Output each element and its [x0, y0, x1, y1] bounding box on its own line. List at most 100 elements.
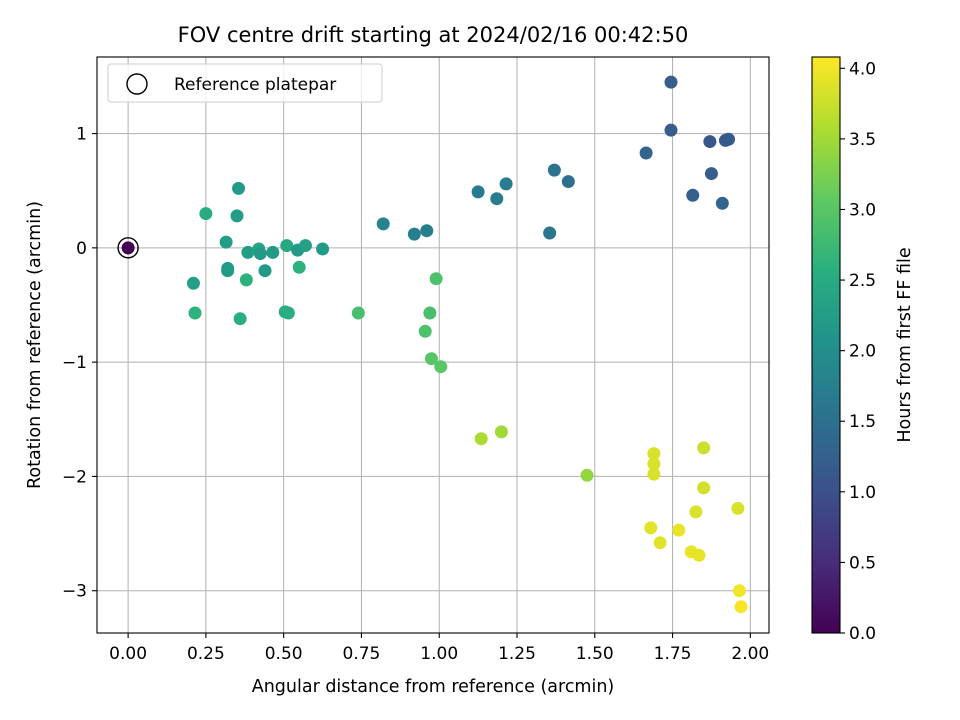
legend-box — [107, 63, 383, 103]
data-point — [734, 600, 748, 614]
y-tick-label: −3 — [62, 582, 87, 602]
data-point — [692, 548, 706, 562]
x-tick-label: 0.50 — [265, 644, 303, 664]
x-tick-label: 2.00 — [731, 644, 769, 664]
data-point — [697, 481, 711, 495]
plot-frame — [96, 56, 770, 634]
y-tick-label: 1 — [76, 125, 87, 145]
x-tick-label: 1.25 — [498, 644, 536, 664]
data-point — [543, 226, 557, 240]
x-tick-label: 0.25 — [187, 644, 225, 664]
legend: Reference platepar — [107, 63, 383, 103]
data-point — [253, 247, 267, 261]
data-point — [424, 352, 438, 366]
colorbar-tick-label: 1.5 — [849, 412, 876, 432]
grid-lines — [97, 57, 769, 633]
data-point — [316, 242, 330, 256]
data-point — [199, 207, 213, 221]
colorbar-frame — [811, 56, 841, 634]
x-axis-ticks: 0.00 0.25 0.50 0.75 1.00 1.25 1.50 1.75 2.00 — [109, 633, 769, 664]
y-tick-label: −2 — [62, 467, 87, 487]
reference-point-fill — [121, 241, 135, 255]
data-point — [653, 536, 667, 550]
colorbar-tick-label: 4.0 — [849, 59, 876, 79]
data-point — [499, 177, 513, 191]
colorbar-tick-label: 3.0 — [849, 200, 876, 220]
data-point — [697, 441, 711, 455]
data-point — [580, 468, 594, 482]
data-point — [647, 467, 661, 481]
data-point — [474, 432, 488, 446]
data-point — [280, 239, 294, 253]
reference-point-ring — [117, 237, 139, 259]
data-point — [292, 260, 306, 274]
data-point — [494, 425, 508, 439]
x-tick-label: 1.50 — [576, 644, 614, 664]
data-point — [731, 501, 745, 515]
data-point — [221, 264, 235, 278]
colorbar-tick-label: 0.5 — [849, 553, 876, 573]
data-point — [672, 523, 686, 537]
data-point — [715, 196, 729, 210]
data-points — [186, 75, 748, 614]
colorbar-gradient — [812, 57, 840, 633]
data-point — [420, 224, 434, 238]
colorbar: 0.0 0.5 1.0 1.5 2.0 2.5 3.0 3.5 4.0 Hours from f… — [811, 56, 915, 644]
data-point — [423, 306, 437, 320]
data-point — [732, 584, 746, 598]
data-point — [434, 360, 448, 374]
data-point — [230, 209, 244, 223]
data-point — [647, 457, 661, 471]
data-point — [703, 135, 717, 149]
data-point — [647, 447, 661, 461]
data-point — [490, 192, 504, 206]
data-point — [686, 188, 700, 202]
data-point — [298, 239, 312, 253]
data-point — [241, 245, 255, 259]
data-point — [281, 306, 295, 320]
colorbar-label: Hours from first FF file — [895, 247, 915, 442]
data-point — [418, 324, 432, 338]
data-point — [689, 505, 703, 519]
y-axis-ticks: 1 0 −1 −2 −3 — [62, 125, 97, 602]
data-point — [407, 227, 421, 241]
data-point — [722, 132, 736, 146]
data-point — [664, 75, 678, 89]
y-axis-label: Rotation from reference (arcmin) — [25, 201, 45, 489]
data-point — [639, 146, 653, 160]
data-point — [239, 273, 253, 287]
data-point — [188, 306, 202, 320]
data-point — [547, 163, 561, 177]
data-point — [561, 175, 575, 189]
legend-label-reference: Reference platepar — [174, 75, 336, 95]
legend-marker-reference — [126, 73, 148, 95]
data-point — [186, 276, 200, 290]
data-point — [233, 312, 247, 326]
x-tick-label: 0.75 — [343, 644, 381, 664]
data-point — [376, 217, 390, 231]
data-point — [232, 181, 246, 195]
x-tick-label: 1.00 — [420, 644, 458, 664]
data-point — [219, 235, 233, 249]
colorbar-tick-label: 2.0 — [849, 342, 876, 362]
colorbar-tick-label: 1.0 — [849, 483, 876, 503]
data-point — [644, 521, 658, 535]
colorbar-tick-label: 0.0 — [849, 624, 876, 644]
data-point — [429, 272, 443, 286]
y-tick-label: −1 — [62, 353, 87, 373]
data-point — [351, 306, 365, 320]
colorbar-ticks: 0.0 0.5 1.0 1.5 2.0 2.5 3.0 3.5 4.0 — [840, 59, 876, 644]
y-tick-label: 0 — [76, 239, 87, 259]
data-point — [258, 264, 272, 278]
data-point — [266, 245, 280, 259]
x-tick-label: 1.75 — [654, 644, 692, 664]
chart-title: FOV centre drift starting at 2024/02/16 … — [178, 23, 689, 47]
data-point — [704, 167, 718, 181]
x-axis-label: Angular distance from reference (arcmin) — [252, 677, 615, 697]
data-point — [664, 123, 678, 137]
colorbar-tick-label: 2.5 — [849, 271, 876, 291]
reference-marker — [117, 237, 139, 259]
colorbar-tick-label: 3.5 — [849, 130, 876, 150]
data-point — [471, 185, 485, 199]
